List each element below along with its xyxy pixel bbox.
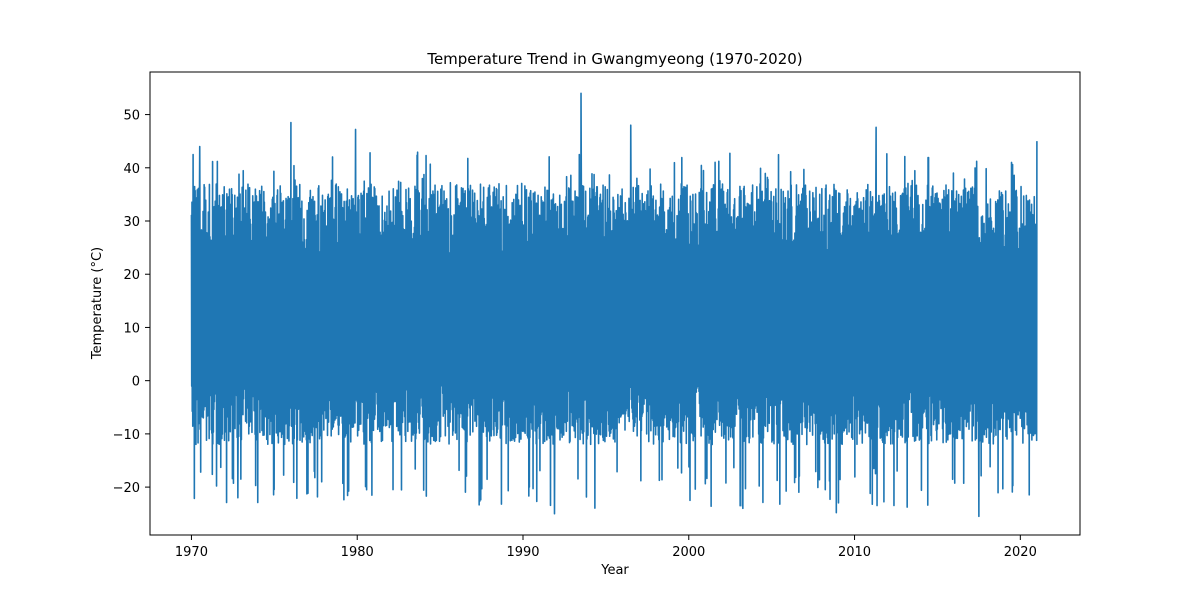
y-tick-label: −10 xyxy=(113,428,140,443)
x-axis-label: Year xyxy=(600,563,629,578)
plot-area xyxy=(190,92,1038,518)
y-tick-label: −20 xyxy=(113,481,140,496)
series-layer xyxy=(190,92,1038,518)
x-tick-label: 1970 xyxy=(175,545,208,560)
x-tick-label: 2010 xyxy=(838,545,871,560)
y-tick-label: 40 xyxy=(123,162,140,177)
y-tick-label: 0 xyxy=(132,375,140,390)
temperature-series-line xyxy=(190,92,1038,518)
x-tick-label: 2000 xyxy=(672,545,705,560)
y-axis: −20 −10 0 10 20 30 40 50 xyxy=(113,109,150,496)
y-tick-label: 20 xyxy=(123,268,140,283)
x-tick-label: 2020 xyxy=(1004,545,1037,560)
x-tick-label: 1990 xyxy=(506,545,539,560)
plot-frame xyxy=(149,71,1081,536)
y-tick-label: 50 xyxy=(123,109,140,124)
chart-title: Temperature Trend in Gwangmyeong (1970-2… xyxy=(426,50,802,68)
x-axis: 1970 1980 1990 2000 2010 2020 xyxy=(175,535,1037,560)
x-tick-label: 1980 xyxy=(341,545,374,560)
y-tick-label: 10 xyxy=(123,321,140,336)
y-axis-label: Temperature (°C) xyxy=(90,247,105,360)
y-tick-label: 30 xyxy=(123,215,140,230)
